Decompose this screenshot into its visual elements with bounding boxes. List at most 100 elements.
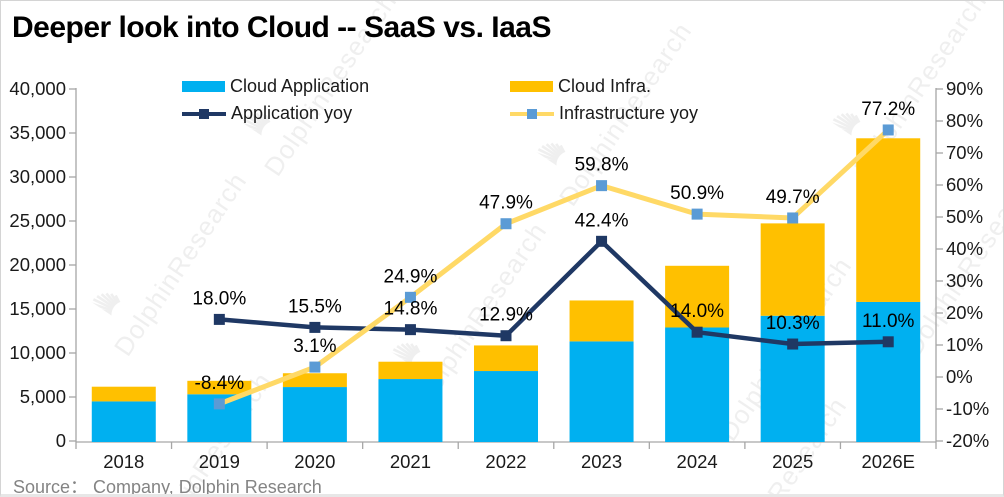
yoy-marker-icon [596,235,608,247]
source-note: Source： Company, Dolphin Research [13,477,322,497]
right-axis-tick-label: 50% [946,206,983,227]
data-labels: 18.0% 15.5% 14.8% 12.9% 42.4% 14.0% 10.3% 11.0%… [192,99,915,394]
yoy-data-label: 12.9% [479,305,533,326]
legend-label: Cloud Application [230,76,370,96]
yoy-marker-icon [309,321,321,333]
x-axis-category-label: 2021 [390,451,431,472]
yoy-data-label: 77.2% [861,99,915,120]
bar-segment-cloud-infra [187,380,252,395]
right-axis-tick-label: 10% [946,334,983,355]
yoy-data-label: 11.0% [862,311,915,332]
yoy-data-label: 49.7% [766,187,820,208]
yoy-data-label: 18.0% [192,288,246,309]
yoy-data-label: 50.9% [670,183,724,204]
right-axis-tick-label: 0% [946,366,973,387]
yoy-data-label: 15.5% [288,296,342,317]
bar-segment-cloud-application [282,387,347,442]
yoy-marker-icon [404,324,416,336]
left-axis-tick-label: 10,000 [9,342,66,363]
bar-segment-cloud-infra [474,345,538,372]
yoy-marker-icon [882,124,894,136]
left-axis-tick-label: 15,000 [9,298,66,319]
legend-item-infrastructure-yoy: Infrastructure yoy [510,103,698,124]
infrastructure-yoy-line-icon [510,108,554,120]
legend-item-application-yoy: Application yoy [182,103,352,124]
yoy-data-label: 3.1% [293,336,336,357]
left-axis-tick-label: 25,000 [9,210,66,231]
yoy-marker-icon [787,338,799,350]
yoy-marker-icon [691,208,703,220]
right-axis-tick-label: 30% [946,270,983,291]
bar-segment-cloud-infra [282,373,347,388]
page-title: Deeper look into Cloud -- SaaS vs. IaaS [12,11,551,44]
yoy-marker-icon [213,398,225,410]
left-axis-tick-label: 0 [56,430,66,451]
yoy-data-label: 14.8% [384,299,438,320]
bar-segment-cloud-application [91,401,156,442]
yoy-marker-icon [882,336,894,348]
legend-label: Cloud Infra. [558,76,652,96]
yoy-data-label: 47.9% [479,193,533,214]
bar-segment-cloud-application [760,315,825,442]
right-axis-tick-label: 70% [946,142,983,163]
application-yoy-line-icon [182,108,226,120]
cloud-infra-swatch-icon [510,81,553,92]
bar-segment-cloud-infra [378,361,443,380]
right-axis-tick-label: 20% [946,302,983,323]
yoy-marker-icon [213,313,225,325]
yoy-data-label: 10.3% [766,313,820,334]
bar-segment-cloud-application [665,327,730,442]
x-axis-category-label: 2025 [772,451,813,472]
bar-segment-cloud-infra [665,265,730,328]
yoy-data-label: 42.4% [575,210,629,231]
yoy-marker-icon [500,330,512,342]
left-axis-tick-label: 30,000 [9,166,66,187]
yoy-data-label: 24.9% [384,266,438,287]
legend-label: Application yoy [231,103,353,123]
yoy-marker-icon [596,180,608,192]
yoy-data-label: 14.0% [670,301,724,322]
yoy-marker-icon [691,326,703,338]
bar-segment-cloud-infra [760,223,825,316]
yoy-line [219,239,889,347]
line-series-application-yoy [213,235,894,350]
right-axis-tick-label: 40% [946,238,983,259]
left-axis-tick-label: 35,000 [9,122,66,143]
bar-segment-cloud-infra [569,300,634,342]
yoy-marker-icon [309,361,321,373]
bar-segment-cloud-application [856,301,921,442]
x-axis-category-label: 2019 [199,451,240,472]
bar-segment-cloud-application [569,341,634,442]
left-axis-tick-label: 40,000 [9,78,66,99]
right-axis-tick-label: 60% [946,174,983,195]
x-axis-category-label: 2018 [103,451,144,472]
axis-tick-labels: 0 5,000 10,000 15,000 20,000 25,000 30,000 35,0… [9,78,989,472]
right-axis-tick-label: -20% [946,430,989,451]
legend-label: Infrastructure yoy [559,103,699,123]
yoy-line [218,128,890,407]
right-axis-tick-label: 90% [946,78,983,99]
bar-segment-cloud-infra [856,138,921,302]
x-axis-category-label: 2024 [677,451,718,472]
x-axis-category-label: 2022 [485,451,526,472]
yoy-marker-icon [787,212,799,224]
bar-segment-cloud-application [378,379,443,442]
yoy-data-label: -8.4% [195,373,245,394]
x-axis-category-label: 2026E [861,451,915,472]
bar-segment-cloud-application [474,371,538,442]
yoy-data-label: 59.8% [575,155,629,176]
yoy-marker-icon [404,291,416,303]
left-axis-tick-label: 5,000 [20,386,66,407]
x-axis-category-label: 2023 [581,451,622,472]
right-axis-tick-label: -10% [946,398,989,419]
line-series-infrastructure-yoy [213,124,894,410]
x-axis-category-label: 2020 [294,451,335,472]
legend-item-cloud-application: Cloud Application [182,76,369,97]
yoy-marker-icon [500,218,512,230]
right-axis-tick-label: 80% [946,110,983,131]
left-axis-tick-label: 20,000 [9,254,66,275]
legend-item-cloud-infra: Cloud Infra. [510,76,651,97]
cloud-application-swatch-icon [182,81,225,92]
